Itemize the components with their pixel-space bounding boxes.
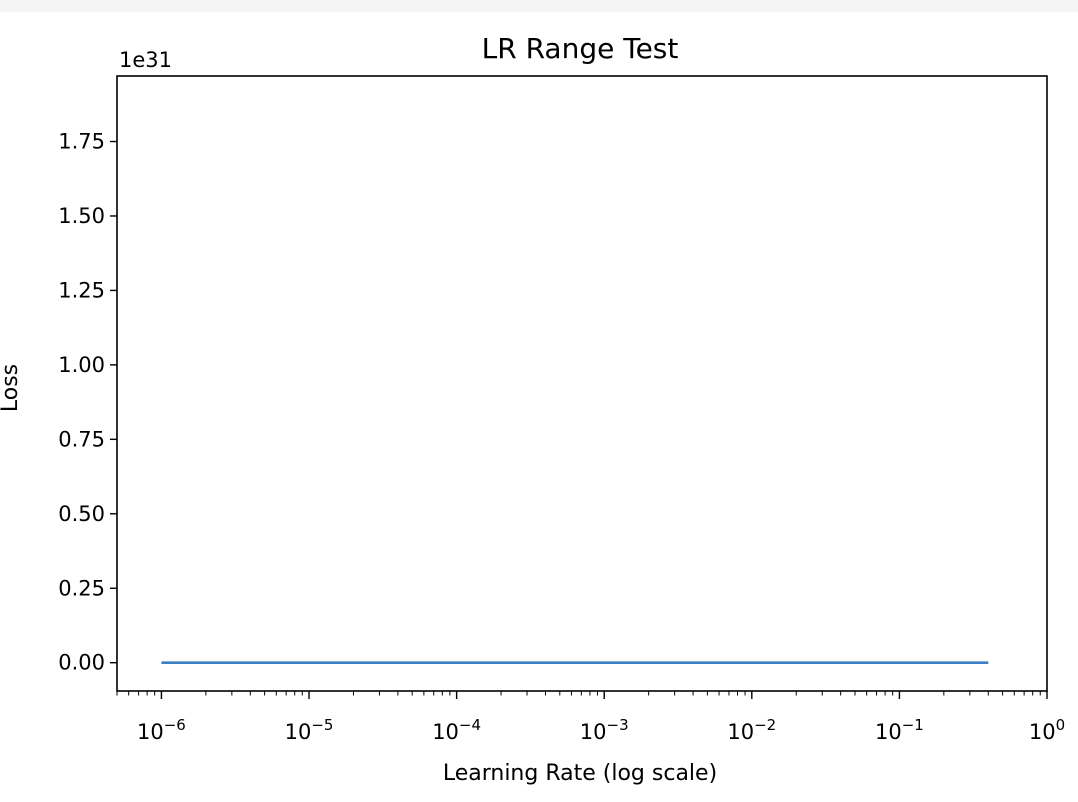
plot-frame: [116, 75, 1048, 692]
y-tick-label: 0.25: [58, 576, 105, 600]
x-tick-label: 10−3: [580, 716, 629, 744]
y-tick-label: 0.50: [58, 502, 105, 526]
y-tick-label: 1.75: [58, 130, 105, 154]
x-axis-label: Learning Rate (log scale): [443, 761, 717, 786]
x-tick-label: 10−2: [727, 716, 776, 744]
y-offset-label: 1e31: [119, 48, 172, 72]
x-tick-label: 10−1: [875, 716, 924, 744]
y-tick-label: 0.00: [58, 651, 105, 675]
x-tick-label: 10−5: [285, 716, 334, 744]
chart-title: LR Range Test: [482, 32, 679, 65]
y-tick-label: 1.00: [58, 353, 105, 377]
x-tick-label: 10−6: [137, 716, 186, 744]
y-axis-label: Loss: [0, 364, 23, 412]
x-tick-label: 100: [1029, 716, 1065, 744]
y-tick-label: 1.50: [58, 204, 105, 228]
y-tick-label: 1.25: [58, 278, 105, 302]
top-strip: [0, 0, 1078, 12]
y-tick-label: 0.75: [58, 427, 105, 451]
x-tick-label: 10−4: [432, 716, 481, 744]
